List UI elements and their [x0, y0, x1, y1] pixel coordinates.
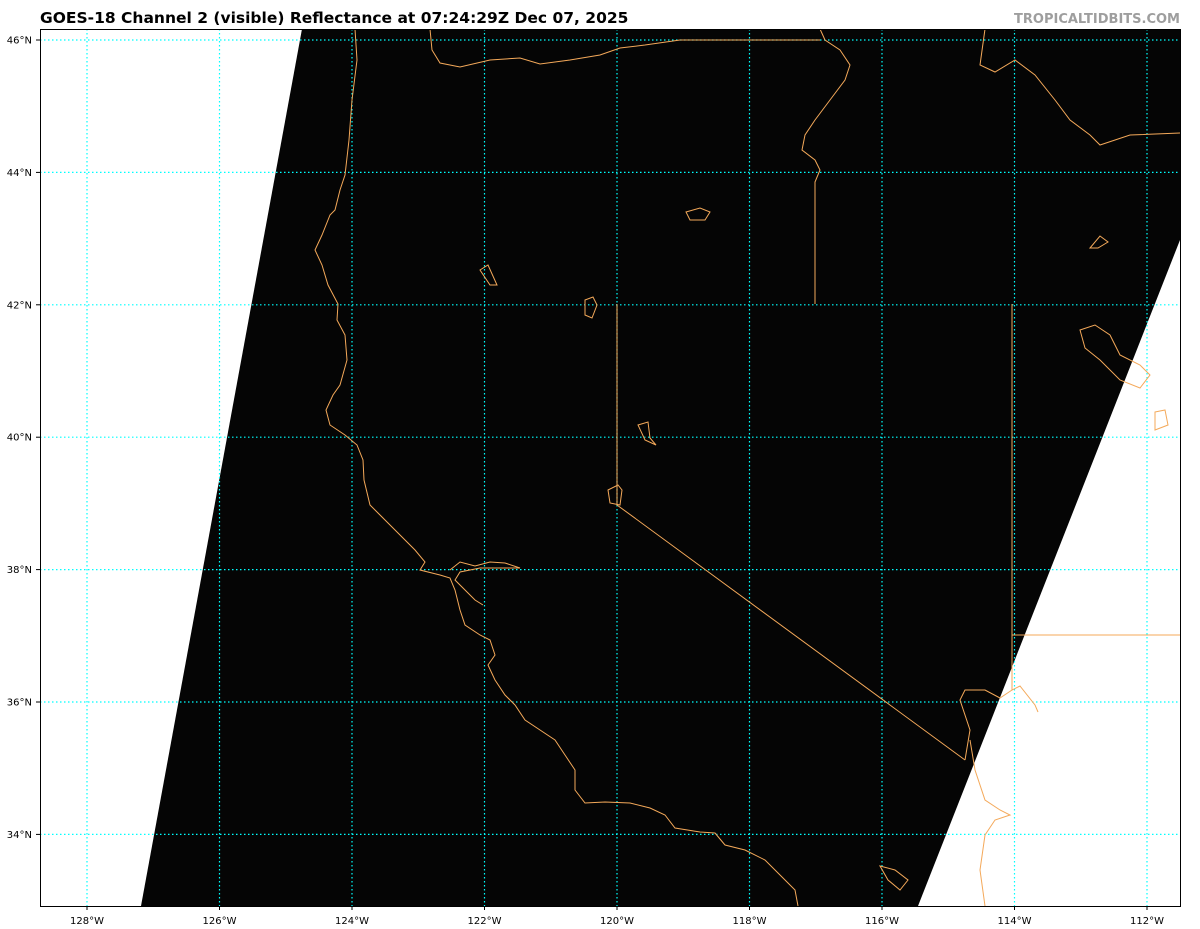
idaho-border	[801, 28, 851, 304]
map-title: GOES-18 Channel 2 (visible) Reflectance …	[40, 9, 629, 27]
sf-bay	[449, 561, 521, 606]
lake	[1079, 324, 1151, 389]
ca-nv-border	[616, 304, 966, 761]
lake	[584, 296, 598, 319]
lon-tick-label: 112°W	[1130, 916, 1164, 927]
lat-tick-label: 44°N	[7, 168, 32, 179]
lon-tick-label: 116°W	[865, 916, 899, 927]
idaho-river	[979, 28, 1181, 146]
coastlines-borders	[314, 28, 1181, 907]
lon-tick-label: 118°W	[733, 916, 767, 927]
lat-tick-label: 38°N	[7, 565, 32, 576]
lat-tick-label: 40°N	[7, 433, 32, 444]
lake	[1088, 235, 1109, 249]
columbia-river	[429, 28, 820, 68]
lon-tick-label: 122°W	[468, 916, 502, 927]
map-frame	[40, 29, 1181, 907]
lat-tick-label: 42°N	[7, 300, 32, 311]
az-border	[969, 739, 1012, 907]
imagery-swath	[141, 29, 1180, 906]
lake	[479, 264, 498, 286]
lon-tick-label: 126°W	[203, 916, 237, 927]
island	[878, 865, 909, 891]
lake	[1154, 409, 1169, 431]
axis-ticks: 46°N 44°N 42°N 40°N 38°N 36°N 34°N 128°W 126°W 12…	[7, 36, 1164, 928]
lake-tahoe	[607, 484, 623, 506]
lat-tick-label: 46°N	[7, 36, 32, 47]
lon-tick-label: 120°W	[600, 916, 634, 927]
colorado-river	[959, 685, 1039, 761]
credit-watermark: TROPICALTIDBITS.COM	[1014, 12, 1180, 27]
lat-tick-label: 36°N	[7, 698, 32, 709]
lon-tick-label: 114°W	[998, 916, 1032, 927]
lon-tick-label: 128°W	[70, 916, 104, 927]
lake	[685, 207, 711, 221]
pacific-coastline	[314, 28, 799, 907]
lon-tick-label: 124°W	[335, 916, 369, 927]
lake	[637, 421, 657, 446]
lat-tick-label: 34°N	[7, 830, 32, 841]
